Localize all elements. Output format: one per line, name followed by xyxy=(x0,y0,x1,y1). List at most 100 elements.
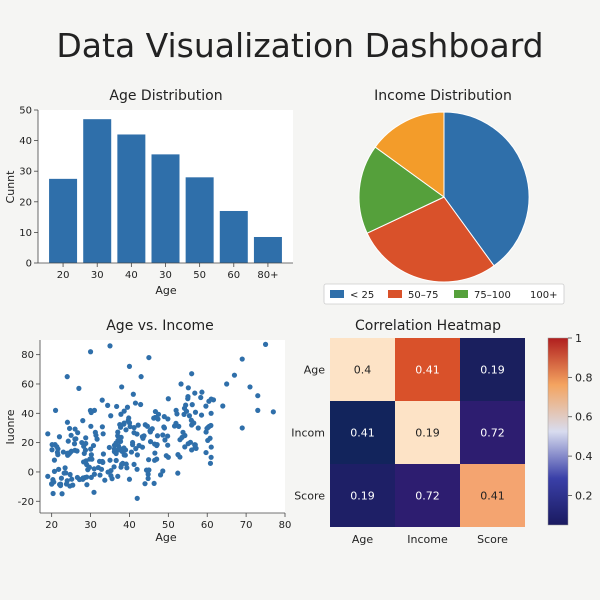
scatter-point xyxy=(203,429,209,435)
scatter-point xyxy=(85,467,91,473)
scatter-point xyxy=(115,429,121,435)
scatter-point xyxy=(49,447,55,453)
bar-chart-title: Age Distribution xyxy=(109,88,222,104)
pie-legend-box xyxy=(323,283,565,305)
scatter-point xyxy=(61,470,67,476)
scatter-point xyxy=(199,389,205,395)
scatter-point xyxy=(198,412,205,418)
scatter-point xyxy=(74,448,80,454)
scatter-chart-xlabel: Age xyxy=(155,531,177,544)
scatter-point xyxy=(124,465,130,471)
bar-ytick-label: 10 xyxy=(19,228,32,239)
heatmap-xlabel: Income xyxy=(407,533,448,546)
scatter-point xyxy=(157,472,164,478)
scatter-point xyxy=(54,444,60,450)
heatmap-xlabel: Score xyxy=(477,533,508,546)
scatter-point xyxy=(113,450,119,457)
scatter-point xyxy=(270,409,276,415)
scatter-point xyxy=(94,436,100,442)
scatter-point xyxy=(81,450,87,457)
scatter-point xyxy=(134,466,140,472)
scatter-point xyxy=(84,482,90,488)
scatter-point xyxy=(178,381,184,387)
bar xyxy=(117,134,146,263)
scatter-point xyxy=(143,467,150,473)
scatter-point xyxy=(118,464,124,470)
scatter-point xyxy=(121,408,127,414)
bar-ytick-label: 50 xyxy=(19,106,32,117)
heatmap-ylabel: Score xyxy=(294,490,325,503)
scatter-point xyxy=(165,416,171,422)
scatter-point xyxy=(124,404,131,410)
scatter-xtick-label: 60 xyxy=(201,520,214,531)
scatter-point xyxy=(115,473,121,479)
colorbar-tick-label: 1 xyxy=(575,332,582,345)
scatter-ytick-label: 0 xyxy=(28,467,34,478)
bar-chart-ylabel: Cunnt xyxy=(4,170,17,204)
scatter-point xyxy=(203,403,209,409)
scatter-point xyxy=(192,409,199,415)
pie-slice xyxy=(374,111,445,198)
scatter-point xyxy=(185,441,191,447)
scatter-point xyxy=(118,434,124,440)
scatter-point xyxy=(55,452,61,458)
scatter-point xyxy=(192,442,198,448)
scatter-point xyxy=(126,363,133,369)
scatter-point xyxy=(247,384,253,390)
bar-ytick-label: 0 xyxy=(26,259,32,270)
scatter-point xyxy=(165,433,171,439)
scatter-point xyxy=(68,448,75,454)
scatter-xtick-label: 40 xyxy=(123,520,136,531)
scatter-point xyxy=(126,476,133,482)
bar-ytick-label: 40 xyxy=(19,136,32,147)
scatter-point xyxy=(64,419,71,425)
scatter-point xyxy=(220,403,226,409)
scatter-point xyxy=(113,440,119,446)
scatter-point xyxy=(189,402,195,408)
pie-legend-label: 100+ xyxy=(530,290,557,301)
scatter-point xyxy=(183,408,190,414)
scatter-point xyxy=(186,413,193,419)
colorbar-tick-label: 0.8 xyxy=(575,371,593,384)
scatter-point xyxy=(163,453,169,459)
scatter-point xyxy=(134,452,140,458)
scatter-point xyxy=(239,425,245,431)
scatter-point xyxy=(45,473,51,479)
scatter-point xyxy=(56,466,62,472)
scatter-point xyxy=(208,422,214,429)
pie-legend-swatch xyxy=(388,290,402,298)
scatter-point xyxy=(207,435,213,441)
scatter-point xyxy=(122,452,128,458)
heatmap-title: Correlation Heatmap xyxy=(355,318,501,334)
scatter-point xyxy=(165,442,171,448)
scatter-ytick-label: 80 xyxy=(21,350,34,361)
scatter-point xyxy=(262,341,269,347)
scatter-point xyxy=(165,396,171,402)
bar xyxy=(219,210,248,263)
scatter-point xyxy=(130,391,136,397)
scatter-point xyxy=(161,424,167,430)
scatter-point xyxy=(71,441,78,447)
bar-xtick-label: 40 xyxy=(125,270,138,281)
scatter-point xyxy=(89,456,95,462)
bar-xtick-label: 20 xyxy=(57,270,70,281)
pie-legend-label: 50–75 xyxy=(408,290,438,301)
scatter-point xyxy=(135,422,141,428)
scatter-point xyxy=(102,477,108,483)
scatter-point xyxy=(111,446,117,452)
heatmap-cell xyxy=(330,338,395,401)
scatter-point xyxy=(76,385,82,391)
heatmap-value: 0.19 xyxy=(415,427,440,440)
scatter-point xyxy=(195,425,201,431)
scatter-point xyxy=(64,374,70,380)
pie-chart: Income Distribution < 25 50–75 75–100 100+ xyxy=(323,88,565,305)
scatter-ytick-label: 20 xyxy=(21,438,34,449)
scatter-point xyxy=(108,467,114,474)
scatter-point xyxy=(63,481,70,487)
scatter-point xyxy=(50,477,56,483)
scatter-point xyxy=(83,440,89,447)
scatter-point xyxy=(84,474,90,480)
scatter-point xyxy=(88,446,94,452)
scatter-point xyxy=(138,374,144,380)
scatter-point xyxy=(118,411,124,417)
